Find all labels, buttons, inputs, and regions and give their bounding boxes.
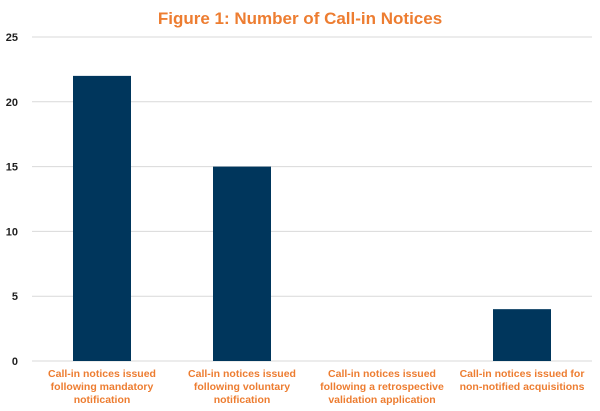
- bar: [213, 166, 271, 361]
- y-tick-label: 5: [12, 291, 18, 303]
- y-tick-label: 20: [6, 97, 18, 109]
- y-tick-label: 10: [6, 226, 18, 238]
- x-category-label: Call-in notices issued following mandator…: [48, 368, 156, 406]
- y-tick-label: 25: [6, 32, 18, 44]
- x-category-label: Call-in notices issued following a retros…: [320, 368, 444, 406]
- chart-title: Figure 1: Number of Call-in Notices: [157, 9, 443, 28]
- y-tick-label: 15: [6, 162, 18, 174]
- x-category-label: Call-in notices issued for non-notified a…: [460, 368, 585, 393]
- bar: [493, 309, 551, 361]
- x-category-label: Call-in notices issued following voluntar…: [188, 368, 296, 406]
- bar: [73, 75, 131, 361]
- y-tick-label: 0: [12, 356, 18, 368]
